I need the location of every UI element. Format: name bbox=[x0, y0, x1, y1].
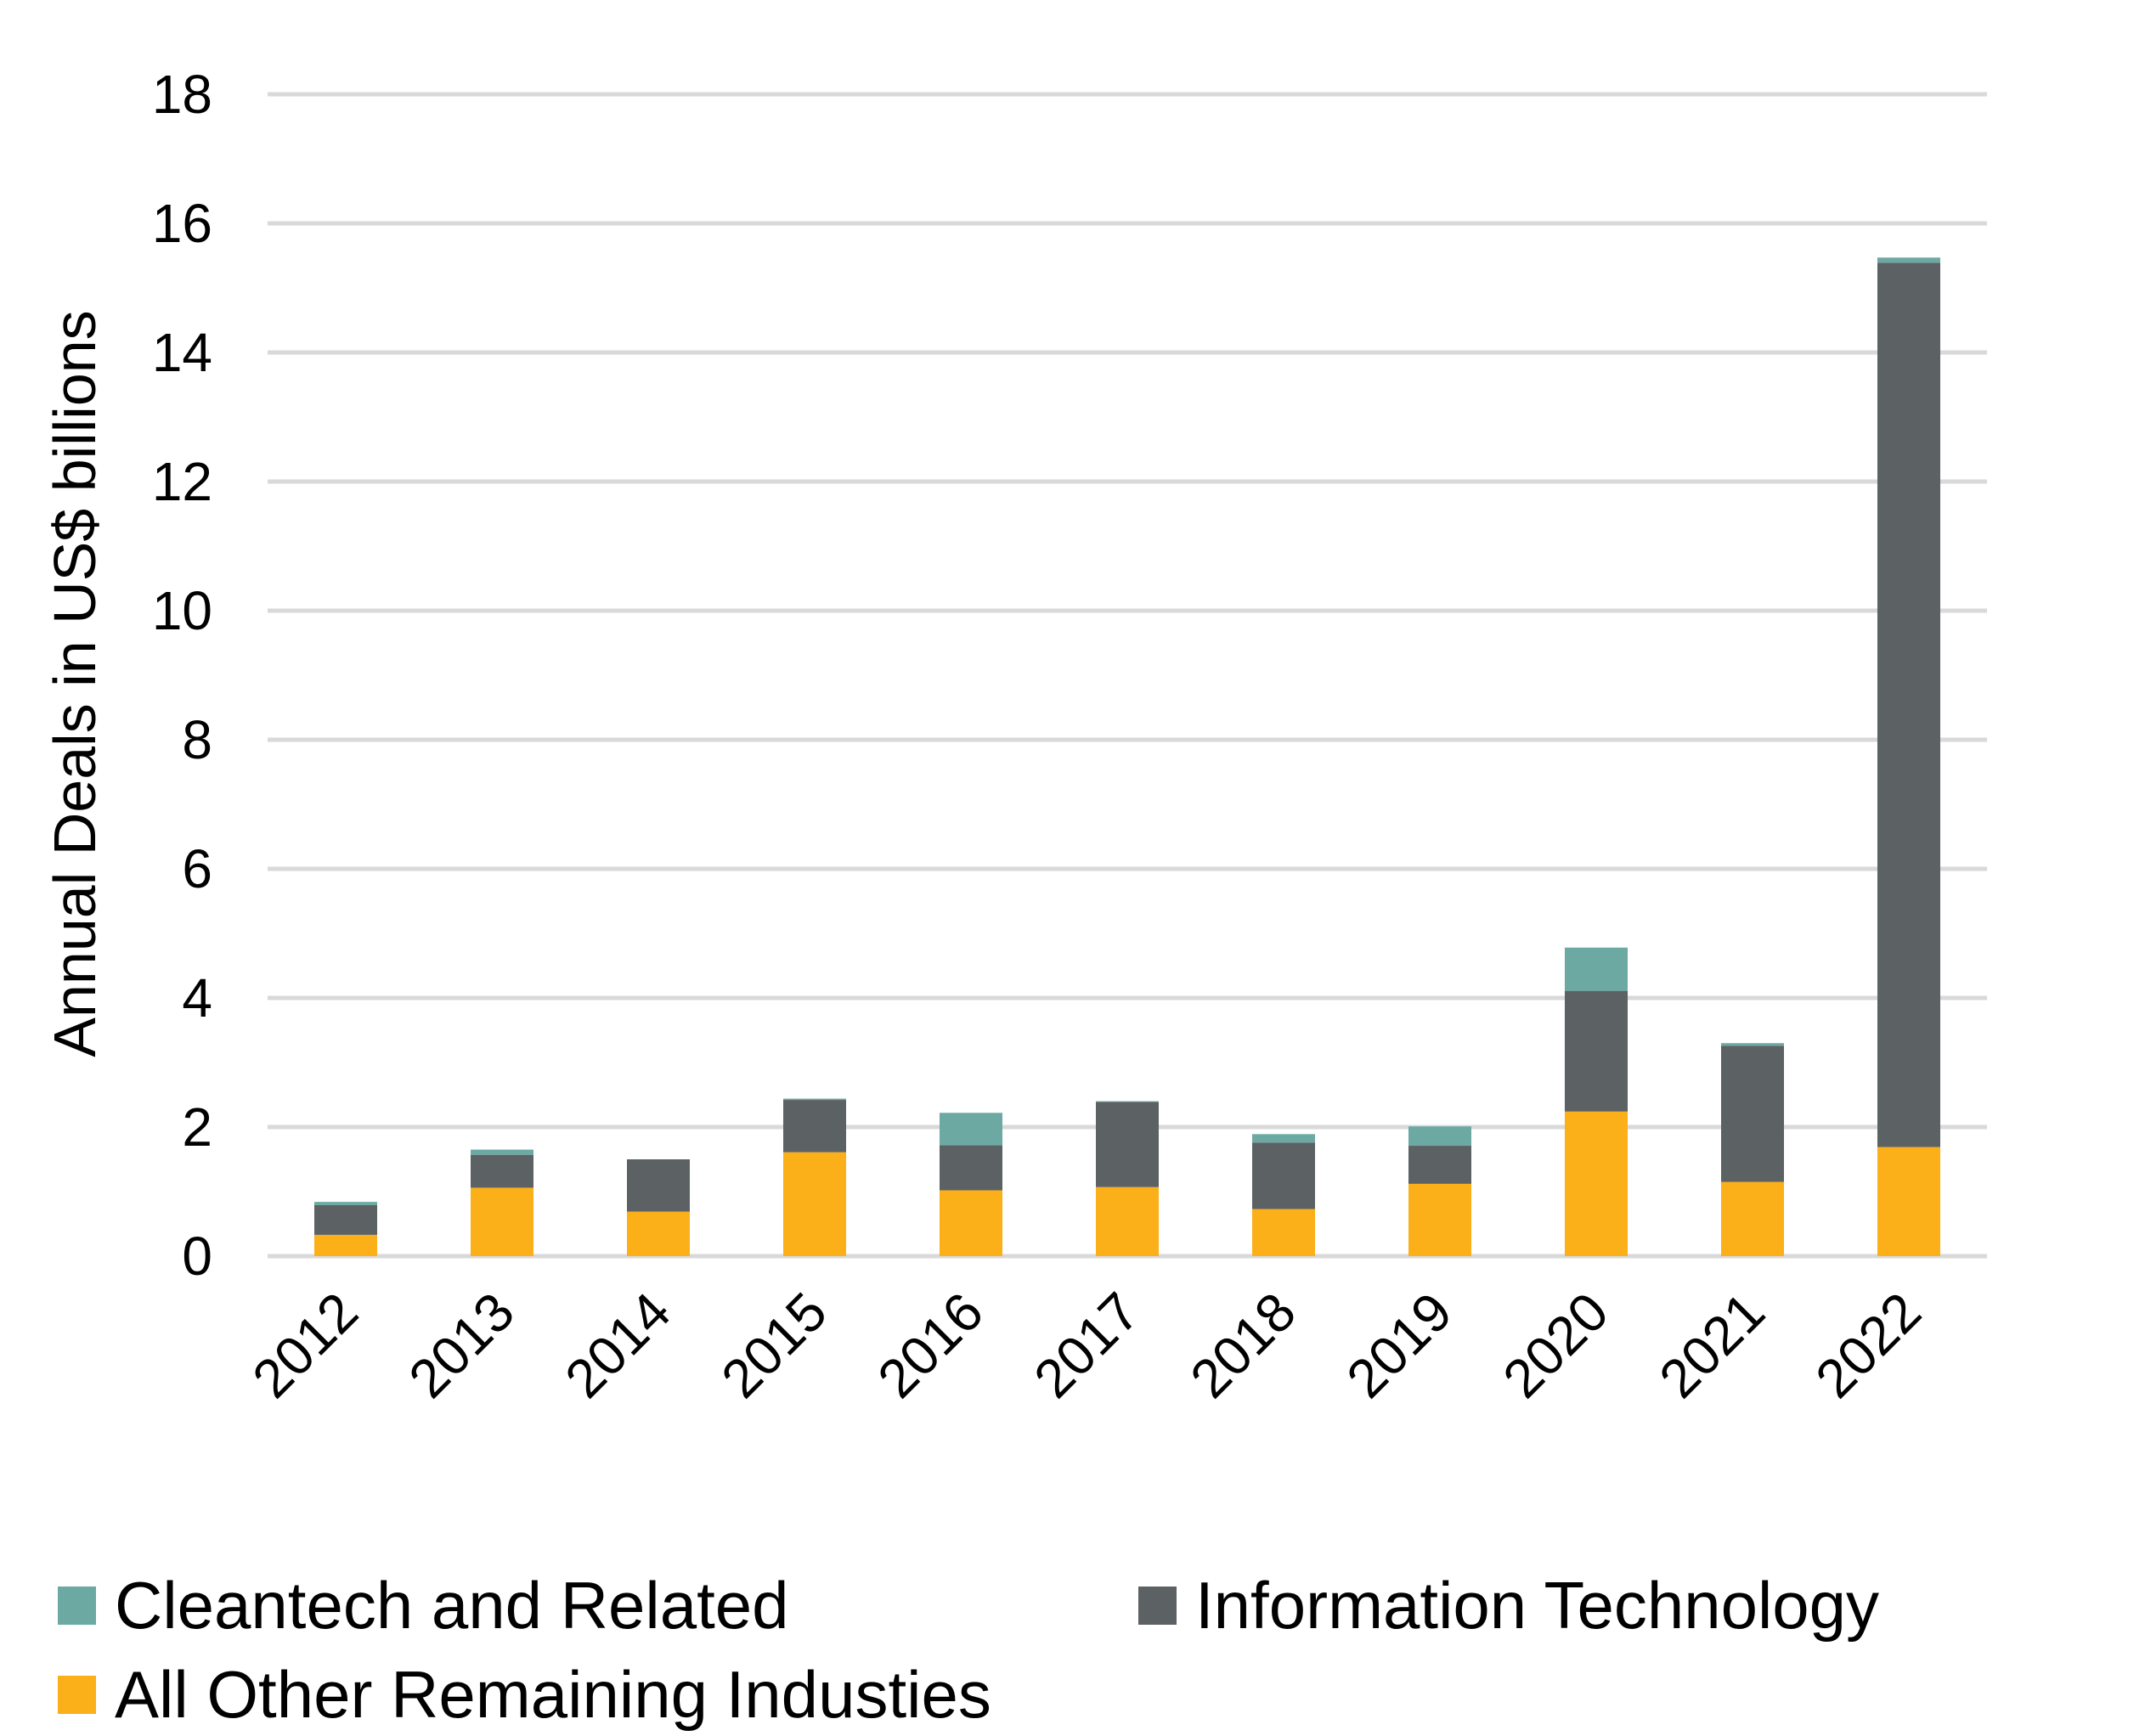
y-tick-label: 4 bbox=[182, 967, 212, 1029]
y-axis-tick-labels: 0 2 4 6 8 10 12 14 16 18 bbox=[152, 64, 212, 1287]
x-tick-label: 2017 bbox=[1022, 1281, 1151, 1410]
x-tick-label: 2020 bbox=[1491, 1281, 1620, 1410]
bar-segment-cleantech-and-related-2019 bbox=[1408, 1126, 1471, 1147]
x-tick-label: 2019 bbox=[1335, 1281, 1464, 1410]
bar-segment-cleantech-and-related-2015 bbox=[783, 1098, 846, 1101]
bar-segment-all-other-remaining-industies-2019 bbox=[1408, 1183, 1471, 1256]
bar-segment-all-other-remaining-industies-2017 bbox=[1096, 1186, 1159, 1256]
x-tick-label: 2018 bbox=[1178, 1281, 1307, 1410]
bar-segment-information-technology-2021 bbox=[1721, 1046, 1784, 1182]
bar-segment-information-technology-2020 bbox=[1565, 990, 1628, 1112]
x-tick-label: 2013 bbox=[397, 1281, 526, 1410]
bar-segment-information-technology-2018 bbox=[1252, 1142, 1315, 1209]
bar-segment-cleantech-and-related-2012 bbox=[314, 1202, 377, 1205]
bar-segment-all-other-remaining-industies-2014 bbox=[627, 1211, 690, 1256]
bar-segment-cleantech-and-related-2013 bbox=[471, 1149, 533, 1155]
bar-segment-cleantech-and-related-2021 bbox=[1721, 1043, 1784, 1046]
y-tick-label: 0 bbox=[182, 1226, 212, 1287]
x-tick-label: 2012 bbox=[240, 1281, 370, 1410]
bar-segment-information-technology-2022 bbox=[1877, 262, 1940, 1147]
x-tick-label: 2015 bbox=[709, 1281, 838, 1410]
y-tick-label: 18 bbox=[152, 64, 212, 125]
bar-segment-cleantech-and-related-2018 bbox=[1252, 1134, 1315, 1143]
bar-segment-information-technology-2019 bbox=[1408, 1146, 1471, 1184]
x-tick-label: 2014 bbox=[553, 1281, 682, 1410]
bars bbox=[314, 257, 1940, 1256]
y-tick-label: 6 bbox=[182, 838, 212, 899]
bar-segment-information-technology-2012 bbox=[314, 1204, 377, 1235]
bar-segment-cleantech-and-related-2022 bbox=[1877, 257, 1940, 263]
bar-segment-all-other-remaining-industies-2016 bbox=[940, 1190, 1002, 1256]
y-tick-label: 16 bbox=[152, 193, 212, 254]
bar-segment-information-technology-2016 bbox=[940, 1145, 1002, 1191]
bar-segment-cleantech-and-related-2020 bbox=[1565, 947, 1628, 991]
bar-segment-all-other-remaining-industies-2015 bbox=[783, 1152, 846, 1256]
bar-segment-all-other-remaining-industies-2020 bbox=[1565, 1111, 1628, 1256]
x-tick-label: 2016 bbox=[866, 1281, 995, 1410]
y-tick-label: 8 bbox=[182, 709, 212, 770]
bar-segment-information-technology-2017 bbox=[1096, 1102, 1159, 1187]
bar-segment-all-other-remaining-industies-2022 bbox=[1877, 1147, 1940, 1256]
y-tick-label: 14 bbox=[152, 322, 212, 383]
bar-segment-information-technology-2015 bbox=[783, 1100, 846, 1153]
x-axis-tick-labels: 2012 2013 2014 2015 2016 2017 2018 2019 2020 2021… bbox=[240, 1281, 1933, 1410]
y-tick-label: 12 bbox=[152, 451, 212, 512]
x-tick-label: 2022 bbox=[1803, 1281, 1933, 1410]
bar-segment-information-technology-2014 bbox=[627, 1159, 690, 1212]
y-axis-title: Annual Deals in US$ billions bbox=[42, 310, 108, 1057]
bar-segment-information-technology-2013 bbox=[471, 1154, 533, 1188]
gridlines bbox=[268, 92, 1987, 1259]
bar-segment-all-other-remaining-industies-2012 bbox=[314, 1234, 377, 1256]
y-tick-label: 10 bbox=[152, 580, 212, 641]
x-tick-label: 2021 bbox=[1647, 1281, 1776, 1410]
bar-segment-cleantech-and-related-2016 bbox=[940, 1113, 1002, 1146]
y-tick-label: 2 bbox=[182, 1096, 212, 1158]
bar-segment-all-other-remaining-industies-2021 bbox=[1721, 1181, 1784, 1256]
bar-segment-all-other-remaining-industies-2018 bbox=[1252, 1209, 1315, 1256]
bar-segment-all-other-remaining-industies-2013 bbox=[471, 1187, 533, 1256]
